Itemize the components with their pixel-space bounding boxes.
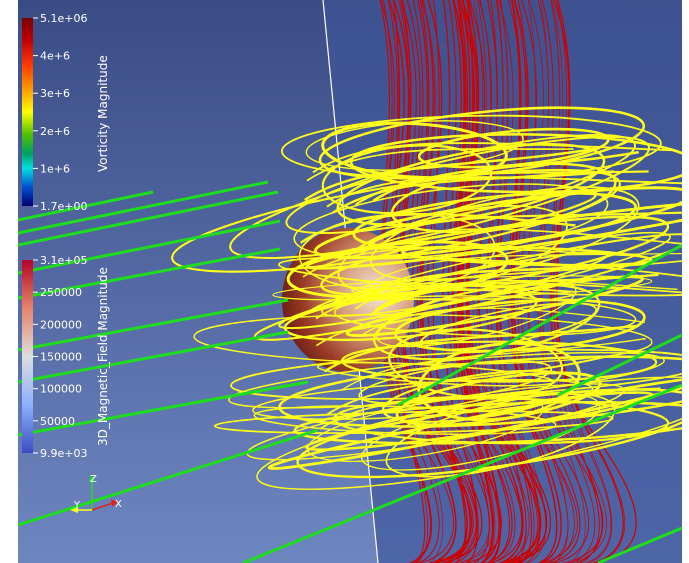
vorticity-streamline	[306, 148, 574, 182]
magnetic-colorbar: 3.1e+05 250000 200000 150000 100000 50000 9.9e…	[22, 254, 110, 460]
vorticity-streamline	[277, 256, 682, 297]
vorticity-streamline	[313, 186, 682, 260]
uniform-field-lines	[18, 180, 682, 563]
magnetic-colorbar-gradient	[22, 260, 33, 453]
vorticity-streamline	[300, 213, 576, 244]
vorticity-streamline	[354, 170, 649, 206]
magnetic-streamline	[456, 0, 493, 563]
vorticity-colorbar: 5.1e+06 4e+6 3e+6 2e+6 1e+6 1.7e+00 Vorticity…	[22, 12, 110, 213]
colorbar-tick-label: 5.1e+06	[40, 12, 87, 25]
magnetic-colorbar-ticks: 3.1e+05 250000 200000 150000 100000 50000 9.9e…	[33, 254, 87, 460]
vorticity-streamline	[401, 245, 653, 267]
vorticity-streamline	[367, 192, 597, 250]
vorticity-streamline	[368, 273, 659, 317]
colorbar-tick-label: 3.1e+05	[40, 254, 87, 267]
axes-triad[interactable]: Z X Y	[70, 474, 122, 513]
vorticity-streamline	[347, 263, 619, 306]
render-viewport[interactable]: 5.1e+06 4e+6 3e+6 2e+6 1e+6 1.7e+00 Vorticity…	[18, 0, 682, 563]
vorticity-streamline	[302, 246, 636, 278]
vorticity-streamline	[304, 146, 600, 202]
axis-z-label: Z	[90, 474, 97, 485]
vorticity-streamline	[372, 150, 639, 203]
green-line-4	[18, 219, 281, 275]
magnetic-streamline	[392, 0, 426, 563]
vorticity-streamline	[345, 275, 645, 337]
vorticity-streamline	[358, 360, 553, 405]
3d-scene[interactable]: 5.1e+06 4e+6 3e+6 2e+6 1e+6 1.7e+00 Vorticity…	[18, 0, 682, 563]
vorticity-streamline	[357, 211, 682, 250]
vorticity-streamline	[312, 142, 673, 174]
colorbar-tick-label: 100000	[40, 383, 82, 396]
green-line-11	[597, 526, 682, 563]
vorticity-streamline	[374, 281, 682, 312]
vorticity-streamline	[354, 260, 682, 310]
green-line-1	[18, 190, 154, 222]
magnetic-streamline	[462, 0, 501, 563]
vorticity-streamline	[302, 284, 578, 316]
vorticity-streamline	[315, 293, 578, 347]
axis-x-arrow	[111, 499, 118, 507]
vorticity-streamline	[325, 355, 609, 417]
vorticity-streamline	[305, 199, 682, 270]
axis-x-line	[91, 502, 114, 511]
axis-x-label: X	[115, 499, 122, 510]
colorbar-tick-label: 150000	[40, 351, 82, 364]
colorbar-tick-label: 9.9e+03	[40, 447, 87, 460]
green-line-10	[242, 383, 682, 563]
slice-plane-left	[18, 0, 378, 563]
green-line-3	[18, 190, 279, 247]
colorbar-tick-label: 1e+6	[40, 162, 70, 175]
vorticity-streamline	[388, 328, 564, 399]
vorticity-colorbar-gradient	[22, 18, 33, 206]
green-line-8	[18, 380, 309, 437]
vorticity-streamline	[332, 170, 614, 214]
vorticity-streamline	[395, 371, 602, 427]
vorticity-streamline	[252, 378, 594, 420]
green-line-2	[18, 180, 269, 235]
vorticity-streamline	[359, 307, 645, 337]
vorticity-streamline	[375, 279, 678, 311]
green-line-5	[18, 247, 281, 300]
green-line-7	[18, 330, 289, 384]
vorticity-streamlines	[171, 106, 682, 490]
magnetic-streamline	[495, 0, 535, 563]
colorbar-tick-label: 200000	[40, 318, 82, 331]
magnetic-streamline	[499, 0, 541, 563]
vorticity-streamline	[355, 228, 682, 258]
vorticity-streamline	[363, 252, 682, 288]
magnetic-streamline	[392, 0, 428, 563]
colorbar-tick-label: 1.7e+00	[40, 200, 87, 213]
vorticity-colorbar-ticks: 5.1e+06 4e+6 3e+6 2e+6 1e+6 1.7e+00	[33, 12, 87, 213]
vorticity-streamline	[319, 387, 661, 430]
axis-y-label: Y	[73, 500, 81, 511]
colorbar-tick-label: 250000	[40, 286, 82, 299]
magnetic-streamline	[402, 0, 443, 563]
vorticity-streamline	[281, 114, 662, 180]
vorticity-streamline	[321, 121, 508, 180]
axis-y-arrow	[70, 507, 78, 513]
vorticity-colorbar-title: Vorticity Magnitude	[96, 55, 110, 172]
magnetic-streamline	[468, 0, 551, 563]
vorticity-streamline	[267, 376, 682, 470]
magnetic-streamline	[510, 0, 562, 563]
vorticity-streamline	[296, 388, 682, 479]
green-line-12	[397, 243, 682, 407]
colorbar-tick-label: 2e+6	[40, 125, 70, 138]
colorbar-tick-label: 4e+6	[40, 50, 70, 63]
green-line-9	[18, 428, 319, 527]
vorticity-streamline	[326, 176, 682, 208]
green-line-6	[18, 298, 289, 352]
vorticity-streamline	[323, 324, 636, 373]
colorbar-tick-label: 3e+6	[40, 87, 70, 100]
vorticity-streamline	[293, 401, 682, 445]
magnetic-colorbar-title: 3D_Magnetic_Field Magnitude	[96, 267, 110, 446]
magnetic-streamline	[510, 0, 558, 563]
magnetic-streamline	[555, 0, 613, 563]
vorticity-streamline	[340, 337, 646, 391]
axis-z-arrow	[89, 474, 95, 482]
magnetic-streamline	[499, 0, 547, 563]
colorbar-tick-label: 50000	[40, 415, 75, 428]
vorticity-streamline	[213, 410, 614, 434]
green-line-13	[557, 333, 682, 397]
